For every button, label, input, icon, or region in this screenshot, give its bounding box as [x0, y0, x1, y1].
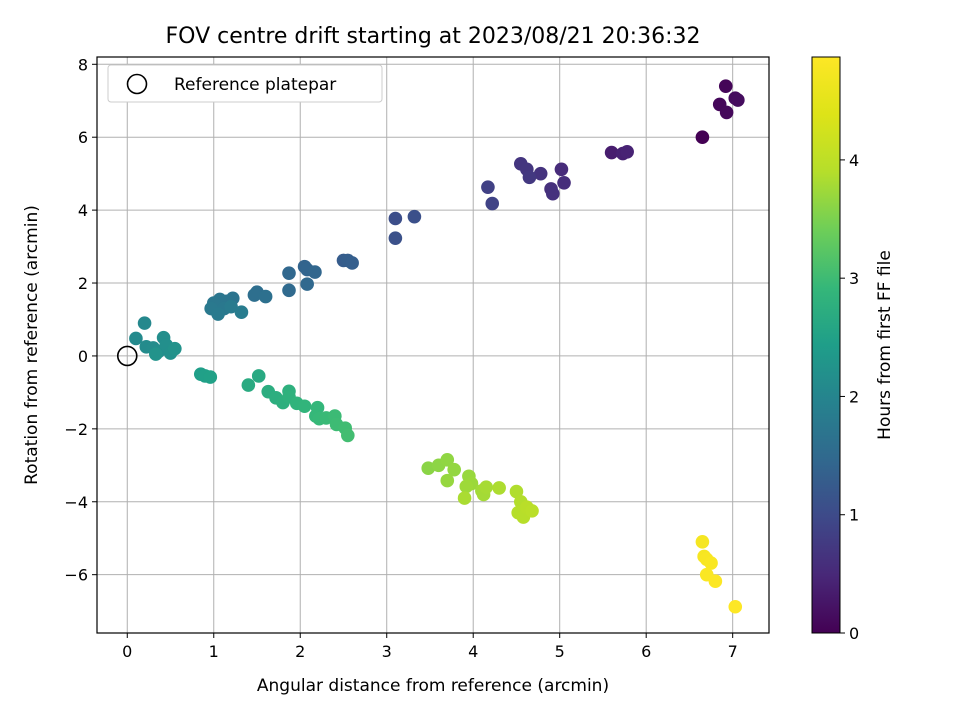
scatter-point: [457, 491, 472, 505]
y-tick-label: −2: [64, 420, 88, 439]
scatter-point: [251, 369, 266, 383]
scatter-point: [728, 599, 743, 614]
x-tick-label: 1: [209, 642, 219, 661]
x-tick-label: 5: [555, 642, 565, 661]
scatter-point: [485, 196, 500, 211]
colorbar-tick-label: 3: [849, 269, 859, 288]
x-tick-label: 7: [728, 642, 738, 661]
scatter-point: [447, 462, 461, 477]
scatter-point: [604, 145, 619, 160]
scatter-point: [129, 331, 143, 346]
scatter-point: [554, 162, 569, 177]
scatter-point: [241, 378, 256, 392]
legend: Reference platepar: [107, 64, 383, 103]
x-axis-label: Angular distance from reference (arcmin): [257, 676, 609, 696]
colorbar-tick-label: 0: [849, 624, 859, 643]
scatter-point: [533, 166, 548, 181]
scatter-point: [308, 265, 322, 279]
scatter-point: [421, 461, 436, 476]
scatter-point: [479, 480, 493, 494]
chart-title: FOV centre drift starting at 2023/08/21 …: [166, 24, 701, 49]
scatter-point: [718, 79, 733, 93]
scatter-point: [695, 535, 710, 549]
scatter-point: [258, 289, 273, 304]
y-axis-ticks: −6 −4 −2 0 2 4 6 8: [64, 55, 97, 585]
scatter-point: [300, 277, 314, 291]
scatter-point: [704, 556, 718, 570]
legend-label: Reference platepar: [174, 75, 336, 95]
legend-box: [107, 64, 383, 103]
colorbar-tick-label: 2: [849, 387, 859, 406]
scatter-point: [345, 256, 359, 270]
scatter-point: [247, 288, 262, 302]
scatter-point: [407, 209, 422, 224]
y-tick-label: −6: [64, 566, 88, 585]
scatter-point: [719, 105, 734, 120]
y-axis-label: Rotation from reference (arcmin): [22, 205, 42, 485]
scatter-point: [509, 484, 524, 499]
scatter-point: [525, 504, 539, 518]
plot-frame: [96, 56, 770, 634]
scatter-point: [388, 211, 403, 226]
x-tick-label: 2: [295, 642, 305, 661]
scatter-point: [481, 180, 495, 194]
scatter-point: [211, 307, 225, 321]
scatter-point: [137, 316, 152, 330]
scatter-point: [708, 574, 723, 589]
scatter-point: [388, 231, 403, 245]
y-tick-label: −4: [64, 493, 88, 512]
legend-marker: [126, 73, 148, 95]
scatter-point: [545, 186, 560, 201]
y-tick-label: 0: [78, 347, 88, 366]
scatter-point: [341, 428, 355, 443]
scatter-point: [203, 370, 218, 384]
x-tick-label: 6: [641, 642, 651, 661]
scatter-point: [282, 266, 296, 280]
x-axis-ticks: 0 1 2 3 4 5 6 7: [122, 633, 738, 661]
colorbar-label: Hours from first FF file: [875, 250, 895, 440]
y-tick-label: 6: [78, 128, 88, 147]
scatter-point: [620, 144, 634, 159]
colorbar: 0 1 2 3 4 Hours from first FF file: [811, 56, 895, 643]
scatter-point: [234, 305, 249, 319]
colorbar-ticks: 0 1 2 3 4: [840, 151, 859, 643]
x-tick-label: 4: [468, 642, 478, 661]
scatter-point: [557, 175, 571, 190]
scatter-point: [440, 453, 455, 467]
y-tick-label: 8: [78, 55, 88, 74]
scatter-point: [695, 130, 710, 145]
colorbar-gradient: [811, 56, 841, 634]
scatter-point: [168, 341, 182, 356]
x-tick-label: 3: [382, 642, 392, 661]
reference-marker: [116, 345, 138, 367]
colorbar-tick-label: 1: [849, 506, 859, 525]
grid: [97, 57, 769, 633]
scatter-point: [282, 283, 296, 298]
scatter-point: [492, 481, 506, 495]
scatter-point: [731, 93, 745, 107]
scatter-point: [522, 170, 537, 185]
scatter-point: [224, 299, 238, 314]
colorbar-tick-label: 4: [849, 151, 859, 170]
y-tick-label: 4: [78, 201, 88, 220]
y-tick-label: 2: [78, 274, 88, 293]
scatter-points: [129, 79, 745, 614]
scatter-point: [440, 473, 455, 488]
x-tick-label: 0: [122, 642, 132, 661]
scatter-point: [297, 399, 312, 414]
scatter-point: [149, 347, 163, 361]
scatter-point: [459, 479, 474, 494]
